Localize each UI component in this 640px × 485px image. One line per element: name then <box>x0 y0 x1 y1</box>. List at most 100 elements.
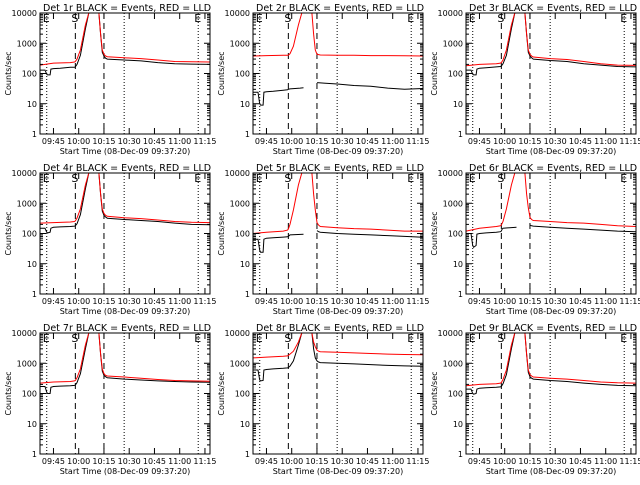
x-tick-label: 10:15 <box>518 297 541 306</box>
marker-label-e: E <box>256 12 263 25</box>
plot-frame <box>39 332 211 455</box>
x-tick-label: 10:45 <box>569 297 592 306</box>
x-tick-label: 10:30 <box>331 137 354 146</box>
marker-label-e: E <box>194 172 201 185</box>
y-tick-label: 100 <box>235 70 250 79</box>
x-axis-label: Start Time (08-Dec-09 09:37:20) <box>60 307 191 316</box>
y-tick-label: 1000 <box>443 199 463 208</box>
plot-frame <box>252 332 424 455</box>
y-tick-label: 10000 <box>438 9 463 18</box>
x-tick-label: 10:30 <box>118 137 141 146</box>
marker-label-e: E <box>256 172 263 185</box>
x-tick-label: 10:15 <box>305 297 328 306</box>
x-tick-label: 09:45 <box>255 137 278 146</box>
y-axis-label: Counts/sec <box>217 371 226 415</box>
y-tick-label: 100 <box>22 390 37 399</box>
x-axis-label: Start Time (08-Dec-09 09:37:20) <box>273 467 404 476</box>
series-line-events <box>466 333 636 395</box>
x-tick-label: 10:30 <box>544 137 567 146</box>
y-tick-label: 100 <box>22 230 37 239</box>
y-tick-label: 10 <box>453 100 463 109</box>
y-tick-label: 1000 <box>230 199 250 208</box>
x-tick-label: 10:15 <box>92 297 115 306</box>
y-tick-label: 1 <box>32 130 37 139</box>
x-tick-label: 10:45 <box>356 457 379 466</box>
y-tick-label: 1 <box>245 130 250 139</box>
marker-label-e: E <box>256 332 263 345</box>
x-tick-label: 10:00 <box>67 457 90 466</box>
x-tick-label: 11:00 <box>381 137 404 146</box>
series-line-events <box>253 230 423 253</box>
panel-title: Det 9r BLACK = Events, RED = LLD <box>469 323 637 334</box>
x-tick-label: 11:15 <box>193 297 216 306</box>
marker-label-e: E <box>469 172 476 185</box>
x-tick-label: 10:15 <box>518 457 541 466</box>
x-tick-label: 09:45 <box>255 457 278 466</box>
plot-frame <box>465 12 637 135</box>
panel-title: Det 4r BLACK = Events, RED = LLD <box>43 163 211 174</box>
y-tick-label: 100 <box>235 390 250 399</box>
marker-label-e: E <box>407 12 414 25</box>
series-line-lld <box>40 13 210 66</box>
x-tick-label: 09:45 <box>42 297 65 306</box>
x-tick-label: 10:30 <box>118 457 141 466</box>
x-tick-label: 10:00 <box>67 137 90 146</box>
y-tick-label: 100 <box>448 70 463 79</box>
y-tick-label: 10 <box>453 420 463 429</box>
x-tick-label: 10:45 <box>143 457 166 466</box>
x-tick-label: 11:15 <box>406 137 429 146</box>
x-tick-label: 10:00 <box>493 457 516 466</box>
y-tick-label: 10000 <box>438 169 463 178</box>
x-tick-label: 11:15 <box>619 137 640 146</box>
y-tick-label: 100 <box>448 390 463 399</box>
y-tick-label: 10 <box>240 420 250 429</box>
y-axis-label: Counts/sec <box>430 371 439 415</box>
y-tick-label: 100 <box>22 70 37 79</box>
marker-label-e: E <box>194 332 201 345</box>
y-axis-label: Counts/sec <box>4 211 13 255</box>
y-tick-label: 1000 <box>443 39 463 48</box>
marker-label-e: E <box>43 172 50 185</box>
x-tick-label: 10:00 <box>280 297 303 306</box>
x-tick-label: 10:00 <box>493 297 516 306</box>
x-tick-label: 11:00 <box>168 137 191 146</box>
y-tick-label: 1000 <box>443 359 463 368</box>
x-tick-label: 09:45 <box>468 457 491 466</box>
series-line-lld <box>466 333 636 387</box>
plot-frame <box>465 172 637 295</box>
x-tick-label: 10:30 <box>544 457 567 466</box>
series-line-events <box>40 173 210 234</box>
plot-frame <box>39 172 211 295</box>
x-tick-label: 11:15 <box>406 457 429 466</box>
x-tick-label: 10:00 <box>67 297 90 306</box>
y-tick-label: 10000 <box>225 329 250 338</box>
marker-label-s: S <box>497 332 504 345</box>
y-tick-label: 10000 <box>12 9 37 18</box>
y-tick-label: 1000 <box>230 39 250 48</box>
marker-label-e: E <box>469 12 476 25</box>
y-tick-label: 1 <box>458 130 463 139</box>
x-tick-label: 09:45 <box>468 137 491 146</box>
x-tick-label: 10:45 <box>569 137 592 146</box>
x-axis-label: Start Time (08-Dec-09 09:37:20) <box>273 147 404 156</box>
x-tick-label: 11:00 <box>381 457 404 466</box>
marker-label-s: S <box>284 172 291 185</box>
y-tick-label: 10 <box>27 260 37 269</box>
plot-frame <box>39 12 211 135</box>
y-tick-label: 10 <box>27 420 37 429</box>
x-tick-label: 11:00 <box>168 297 191 306</box>
x-tick-label: 10:15 <box>92 457 115 466</box>
x-tick-label: 10:45 <box>143 137 166 146</box>
x-tick-label: 10:00 <box>280 137 303 146</box>
marker-label-s: S <box>497 172 504 185</box>
x-tick-label: 10:00 <box>493 137 516 146</box>
y-tick-label: 10 <box>27 100 37 109</box>
x-tick-label: 10:30 <box>118 297 141 306</box>
x-tick-label: 11:00 <box>594 297 617 306</box>
y-axis-label: Counts/sec <box>430 211 439 255</box>
series-line-events <box>253 333 423 382</box>
panel-title: Det 5r BLACK = Events, RED = LLD <box>256 163 424 174</box>
